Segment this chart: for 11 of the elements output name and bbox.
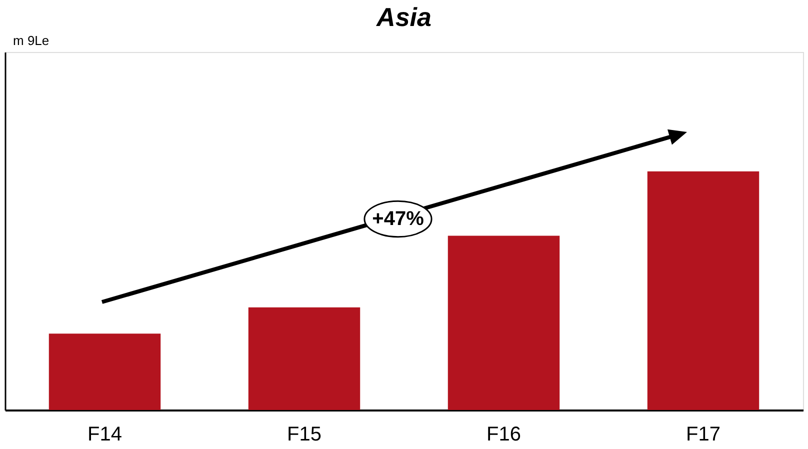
chart-title: Asia: [376, 2, 432, 32]
bar: [48, 334, 161, 410]
annotation: +47%: [372, 208, 424, 230]
x-tick-label: F15: [287, 424, 322, 446]
text: m 9Le: [13, 33, 50, 48]
x-tick-label: F14: [88, 424, 122, 446]
bar: [647, 171, 760, 410]
bar: [448, 236, 560, 410]
x-tick-label: F16: [486, 424, 521, 446]
x-tick-label: F17: [686, 424, 720, 446]
bar: [248, 307, 360, 410]
